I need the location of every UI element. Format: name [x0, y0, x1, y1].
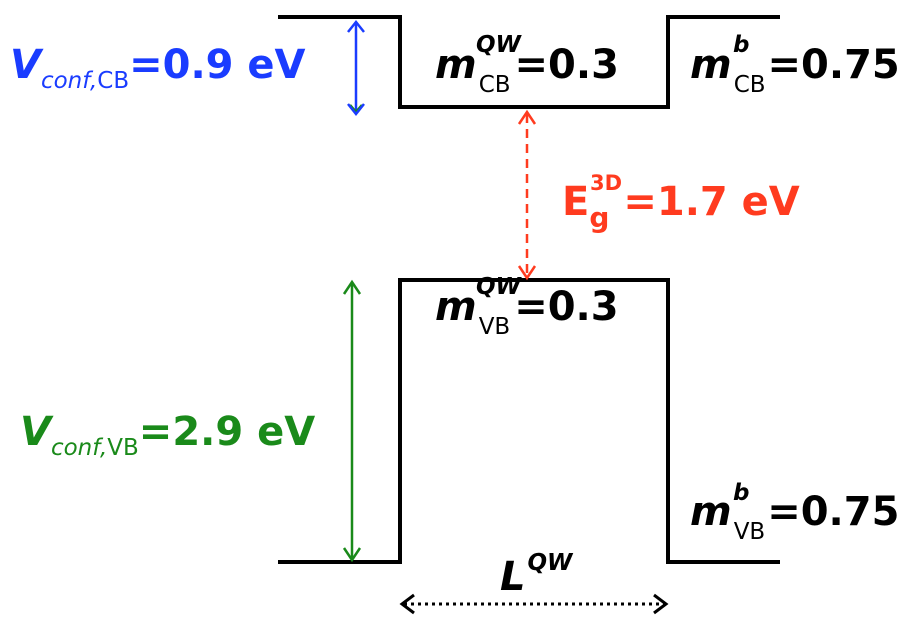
gap-arrow-head-bottom [517, 265, 537, 281]
value: =0.9 eV [129, 42, 305, 88]
vb-qw-mass-label: mVB =0.3 [435, 284, 619, 340]
gap-arrow-head-top [517, 109, 537, 125]
valence-band [278, 278, 780, 564]
subscript: VB [734, 519, 766, 545]
subscript: VB [479, 314, 511, 340]
width-arrow-head-left [399, 593, 415, 615]
cb-arrow-head-bottom [347, 103, 365, 117]
cb-confinement-label: Vconf,CB=0.9 eV [10, 42, 306, 94]
subscript: conf, [51, 435, 107, 461]
symbol: m [690, 42, 732, 88]
value: =0.3 [514, 284, 618, 330]
symbol: m [690, 489, 732, 535]
conduction-band [278, 15, 780, 109]
cb-barrier-mass-label: mCB=0.75 [690, 42, 900, 98]
subscript: VB [107, 435, 139, 461]
value: =1.7 eV [623, 179, 799, 225]
value: =0.3 [515, 42, 619, 88]
cb-qw-mass-sup: QW [476, 32, 523, 58]
value: =2.9 eV [139, 409, 315, 455]
subscript: conf, [41, 68, 97, 94]
vb-qw-mass-sup: QW [476, 274, 523, 300]
width-arrow-head-right [653, 593, 669, 615]
cb-arrow-head-top [347, 19, 365, 33]
superscript: QW [528, 550, 575, 576]
value: =0.75 [767, 489, 899, 535]
symbol: m [435, 284, 477, 330]
subscript: CB [734, 72, 766, 98]
symbol: L [500, 554, 526, 600]
subscript: g [589, 201, 609, 234]
value: =0.75 [768, 42, 900, 88]
vb-arrow-head-top [342, 279, 362, 295]
well-width-label: LQW [500, 550, 574, 600]
gap-sup: 3D [590, 171, 622, 195]
symbol: V [10, 42, 44, 88]
vb-barrier-mass-sup: b [733, 480, 749, 506]
gap-label: Eg =1.7 eV [562, 179, 800, 234]
subscript: CB [479, 72, 511, 98]
cb-barrier-mass-sup: b [733, 32, 749, 58]
vb-arrow-head-bottom [342, 547, 362, 563]
subscript: CB [97, 68, 129, 94]
symbol: E [562, 179, 589, 225]
vb-confinement-label: Vconf,VB=2.9 eV [20, 409, 315, 461]
symbol: m [435, 42, 477, 88]
vb-barrier-mass-label: mVB=0.75 [690, 489, 899, 545]
symbol: V [20, 409, 54, 455]
cb-qw-mass-label: mCB =0.3 [435, 42, 619, 98]
